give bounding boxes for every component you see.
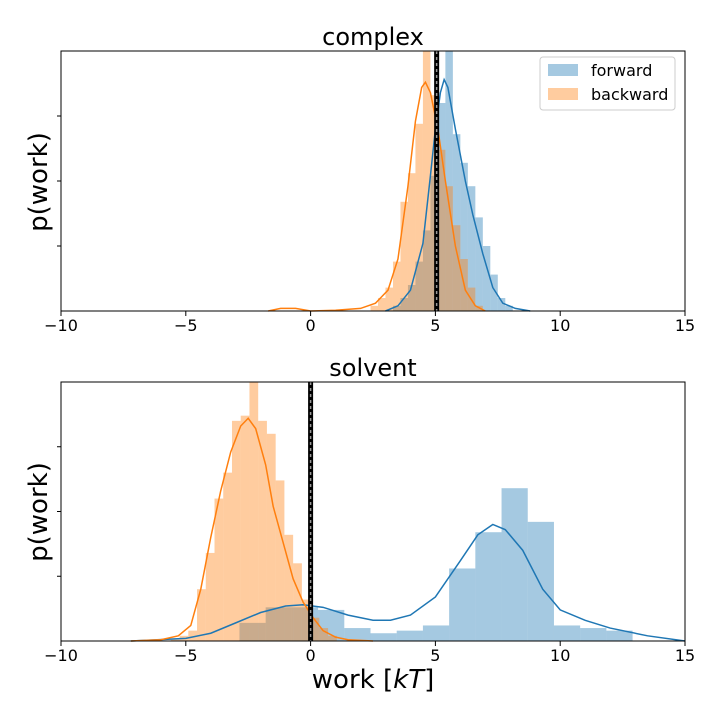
- solvent-title: solvent: [329, 354, 416, 382]
- x-tick-label: 0: [306, 316, 316, 335]
- legend-swatch-backward: [548, 88, 578, 100]
- solvent-plot-area: −10 −5 0 5 10 15: [44, 381, 695, 665]
- solvent-ylabel: p(work): [24, 462, 54, 562]
- forward-kde-line: [130, 523, 686, 642]
- backward-bar-8: [240, 415, 250, 641]
- xlabel-suffix: ]: [424, 665, 434, 695]
- backward-bar-10: [445, 186, 453, 311]
- forward-bar-15: [505, 305, 513, 311]
- forward-bar-2: [407, 285, 416, 311]
- backward-bar-15: [301, 599, 311, 641]
- solvent-xlabel: work [kT]: [312, 665, 434, 695]
- backward-bar-0: [170, 638, 180, 641]
- x-tick-label: 5: [430, 646, 440, 665]
- x-tick-label: −10: [44, 316, 78, 335]
- backward-bar-7: [231, 420, 241, 641]
- forward-bar-1: [265, 607, 292, 641]
- forward-bar-12: [482, 246, 491, 311]
- x-tick-label: −10: [44, 646, 78, 665]
- backward-bar-4: [400, 201, 408, 311]
- forward-bar-4: [344, 628, 371, 641]
- backward-bar-4: [205, 552, 215, 641]
- legend-label-backward: backward: [591, 85, 668, 104]
- backward-bar-5: [407, 173, 416, 311]
- forward-bar-8: [449, 568, 476, 641]
- forward-bar-14: [606, 630, 633, 641]
- forward-bar-7: [422, 625, 450, 641]
- xlabel-kt: kT: [393, 665, 426, 695]
- forward-bar-6: [437, 103, 446, 311]
- backward-bar-0: [370, 305, 378, 311]
- backward-bar-14: [293, 563, 302, 641]
- backward-bar-9: [249, 382, 259, 641]
- forward-bar-10: [467, 186, 476, 311]
- forward-bar-0: [392, 305, 401, 311]
- forward-kde-line: [385, 77, 531, 312]
- backward-bar-13: [284, 534, 294, 641]
- forward-bar-9: [475, 532, 502, 641]
- x-tick-label: 15: [675, 646, 695, 665]
- backward-kde-line: [130, 417, 374, 642]
- backward-bar-2: [385, 287, 393, 311]
- legend-frame: [539, 56, 676, 111]
- forward-bar-3: [415, 261, 423, 311]
- solvent-panel: solvent p(work) −10 −5 0 5 10 15 work [kT]: [24, 354, 695, 695]
- backward-bar-11: [266, 433, 276, 641]
- backward-bar-3: [197, 589, 206, 641]
- legend-label-forward: forward: [591, 61, 652, 80]
- axes-frame: [60, 381, 686, 642]
- forward-bar-1: [400, 298, 408, 311]
- forward-bar-0: [239, 622, 266, 641]
- backward-bar-12: [275, 480, 285, 641]
- forward-bar-13: [490, 274, 498, 311]
- x-tick-label: 0: [306, 646, 316, 665]
- backward-bar-1: [377, 298, 386, 311]
- forward-bar-13: [580, 628, 607, 641]
- backward-bar-5: [214, 498, 224, 641]
- forward-bar-3: [318, 609, 345, 641]
- forward-bar-11: [475, 217, 483, 311]
- backward-bar-16: [310, 617, 320, 641]
- backward-bar-17: [319, 628, 329, 641]
- backward-bar-10: [258, 420, 267, 641]
- forward-bar-14: [497, 298, 506, 311]
- complex-title: complex: [322, 23, 424, 51]
- complex-panel: complex p(work) −10 −5 0 5 10 15 forward back…: [24, 23, 695, 335]
- legend-swatch-forward: [548, 64, 578, 76]
- forward-bar-7: [445, 51, 453, 311]
- complex-plot-area: −10 −5 0 5 10 15: [44, 50, 695, 335]
- x-tick-label: −5: [174, 646, 198, 665]
- backward-bar-6: [223, 472, 232, 641]
- forward-bar-12: [553, 625, 581, 641]
- backward-bar-2: [188, 630, 198, 641]
- backward-bar-9: [437, 149, 446, 311]
- backward-bar-3: [392, 261, 401, 311]
- x-tick-label: 5: [430, 316, 440, 335]
- complex-legend: forward backward: [539, 56, 676, 111]
- forward-bar-8: [452, 134, 461, 311]
- x-tick-label: −5: [174, 316, 198, 335]
- forward-bar-2: [291, 607, 319, 641]
- forward-bar-6: [396, 630, 423, 641]
- backward-bar-11: [452, 225, 461, 311]
- forward-bar-4: [422, 230, 431, 311]
- backward-bar-18: [328, 635, 337, 641]
- forward-bar-5: [370, 633, 397, 641]
- forward-bar-11: [527, 521, 554, 641]
- x-tick-label: 15: [675, 316, 695, 335]
- complex-ylabel: p(work): [24, 132, 54, 232]
- x-tick-label: 10: [550, 316, 570, 335]
- x-tick-label: 10: [550, 646, 570, 665]
- backward-bar-7: [422, 51, 431, 311]
- backward-bar-6: [415, 123, 423, 311]
- xlabel-prefix: work [: [312, 665, 393, 695]
- forward-bar-9: [460, 162, 468, 311]
- forward-bar-10: [501, 488, 528, 641]
